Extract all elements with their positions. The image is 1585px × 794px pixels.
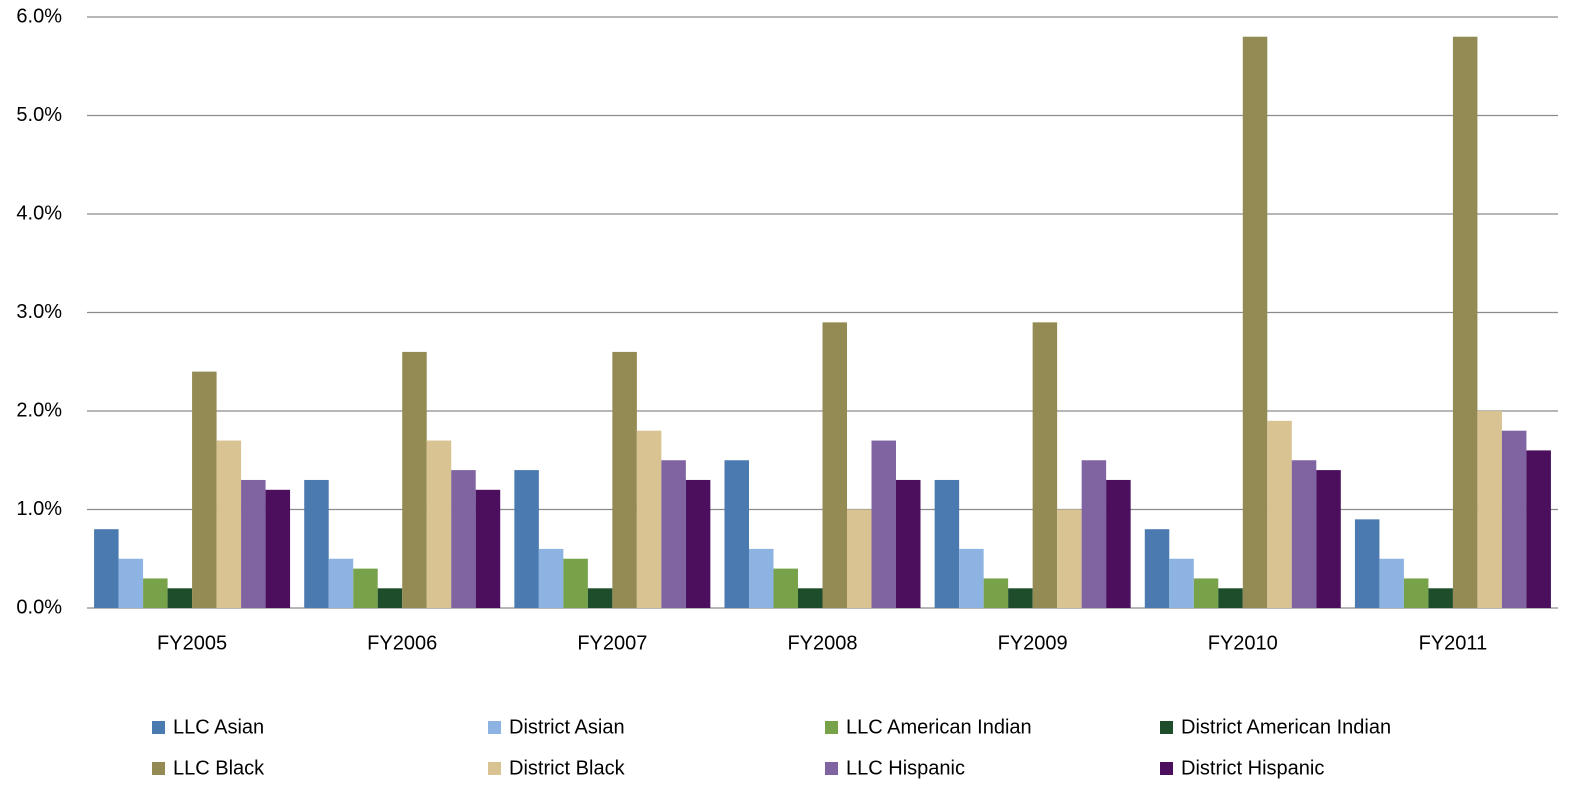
- legend-swatch: [1160, 762, 1173, 775]
- bar: [749, 548, 774, 608]
- bar: [1008, 588, 1033, 608]
- bar: [1428, 588, 1453, 608]
- bar: [896, 479, 921, 608]
- x-tick-label: FY2007: [577, 632, 647, 654]
- bar: [1316, 470, 1341, 608]
- bar: [798, 588, 823, 608]
- y-tick-label: 6.0%: [16, 5, 62, 27]
- bar: [587, 588, 613, 608]
- bar: [1218, 588, 1243, 608]
- bar: [661, 460, 686, 608]
- legend-swatch: [152, 721, 165, 734]
- bar: [94, 529, 119, 608]
- legend-label: LLC Asian: [173, 716, 264, 738]
- x-tick-label: FY2011: [1419, 632, 1488, 654]
- legend-label: District American Indian: [1181, 716, 1391, 738]
- bar: [822, 322, 847, 608]
- x-tick-label: FY2009: [998, 632, 1068, 654]
- bar: [1354, 519, 1380, 608]
- bar: [724, 460, 749, 608]
- y-tick-label: 5.0%: [16, 104, 62, 126]
- bar: [847, 509, 872, 608]
- bar: [1379, 558, 1404, 608]
- bar: [328, 558, 354, 608]
- y-tick-label: 2.0%: [16, 399, 62, 421]
- bar: [304, 479, 329, 608]
- bar: [1144, 529, 1170, 608]
- bar: [514, 470, 539, 608]
- bar: [167, 588, 193, 608]
- legend-label: LLC American Indian: [846, 716, 1032, 738]
- bar: [636, 430, 662, 608]
- bar: [353, 568, 378, 608]
- legend-label: LLC Hispanic: [846, 757, 965, 779]
- y-tick-label: 1.0%: [16, 498, 62, 520]
- legend-swatch: [1160, 721, 1173, 734]
- bar: [538, 548, 564, 608]
- x-tick-label: FY2010: [1208, 632, 1278, 654]
- bar: [1057, 509, 1082, 608]
- legend-swatch: [825, 721, 838, 734]
- bar: [612, 351, 637, 608]
- bar: [451, 470, 476, 608]
- legend-swatch: [488, 721, 501, 734]
- bar: [1267, 420, 1292, 608]
- bar: [685, 479, 711, 608]
- bar: [1403, 578, 1429, 608]
- bar: [241, 479, 266, 608]
- bar: [871, 440, 896, 608]
- bar: [265, 489, 291, 608]
- bar: [1501, 430, 1527, 608]
- bar: [402, 351, 427, 608]
- bar: [1242, 36, 1268, 608]
- bar: [1477, 411, 1502, 608]
- legend-label: District Black: [509, 757, 626, 779]
- x-tick-label: FY2005: [157, 632, 227, 654]
- legend-label: LLC Black: [173, 757, 265, 779]
- bar: [1081, 460, 1107, 608]
- bar: [959, 548, 984, 608]
- y-tick-label: 4.0%: [16, 202, 62, 224]
- legend-label: District Hispanic: [1181, 757, 1324, 779]
- bar: [773, 568, 798, 608]
- bar: [143, 578, 168, 608]
- legend-label: District Asian: [509, 716, 625, 738]
- bar: [1291, 460, 1317, 608]
- bar: [426, 440, 452, 608]
- bar: [118, 558, 144, 608]
- bar: [1169, 558, 1194, 608]
- bar: [1526, 450, 1551, 608]
- bar: [377, 588, 403, 608]
- bar: [1452, 36, 1478, 608]
- bar: [1032, 322, 1058, 608]
- bar: [934, 479, 960, 608]
- x-tick-label: FY2008: [787, 632, 857, 654]
- bar: [983, 578, 1009, 608]
- bar: [1193, 578, 1219, 608]
- legend-swatch: [825, 762, 838, 775]
- y-tick-label: 3.0%: [16, 301, 62, 323]
- bar: [563, 558, 588, 608]
- bar: [475, 489, 501, 608]
- legend-swatch: [152, 762, 165, 775]
- legend-swatch: [488, 762, 501, 775]
- bar: [1106, 479, 1131, 608]
- bar: [216, 440, 242, 608]
- y-tick-label: 0.0%: [16, 596, 62, 618]
- bar: [192, 371, 217, 608]
- x-tick-label: FY2006: [367, 632, 437, 654]
